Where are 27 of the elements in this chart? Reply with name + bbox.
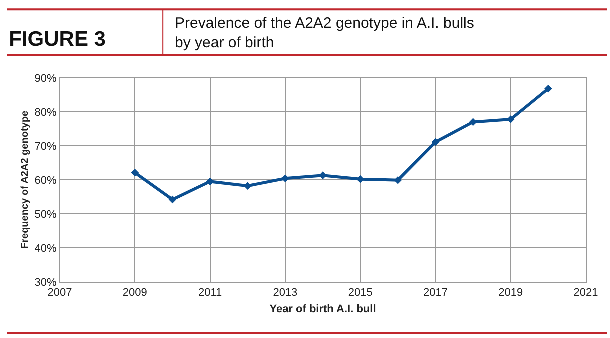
chart-title: FIGURE 3 <box>9 28 106 52</box>
point <box>244 182 252 190</box>
y-axis-title: Frequency of A2A2 genotype <box>20 110 31 249</box>
x-axis-title: Year of birth A.I. bull <box>270 303 376 316</box>
x-tick-label: 2015 <box>348 287 373 300</box>
point <box>432 138 440 146</box>
point <box>168 196 177 204</box>
x-tick-label: 2011 <box>198 287 222 300</box>
y-tick-label: 30% <box>34 276 58 289</box>
x-tick-label: 2009 <box>122 287 148 300</box>
point <box>131 168 140 177</box>
y-tick-label: 40% <box>34 242 58 255</box>
x-tick-label: 2019 <box>498 287 524 300</box>
point <box>319 172 327 180</box>
x-tick-label: 2017 <box>423 287 448 300</box>
x-tick-label: 2021 <box>574 287 598 300</box>
point <box>282 174 290 183</box>
point <box>356 175 364 184</box>
x-tick-label: 2013 <box>273 287 298 300</box>
y-tick-label: 60% <box>34 174 58 187</box>
point <box>544 84 552 93</box>
y-tick-label: 70% <box>34 140 58 153</box>
y-tick-label: 80% <box>34 106 58 119</box>
y-tick-label: 90% <box>34 72 58 85</box>
x-tick-label: 2007 <box>48 287 72 300</box>
y-tick-label: 50% <box>34 208 58 221</box>
chart-subtitle: Prevalence of the A2A2 genotype in A.I. bulls by year of birth <box>175 15 474 52</box>
